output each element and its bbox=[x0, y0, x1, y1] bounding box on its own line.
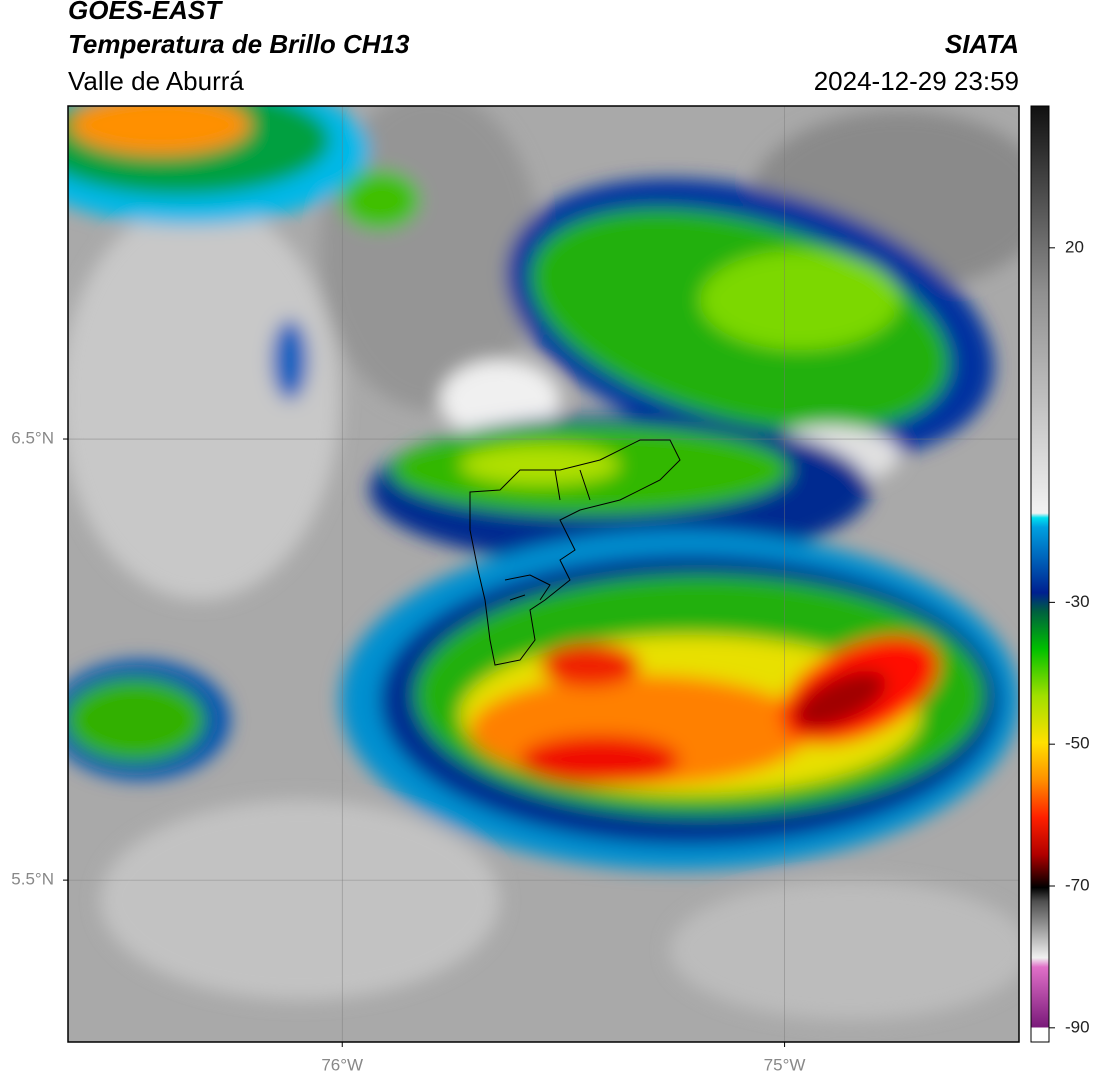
valley-outline bbox=[469, 439, 681, 666]
region: Valle de Aburrá bbox=[68, 66, 244, 96]
colorbar-tick-label: 20 bbox=[1065, 237, 1084, 256]
datetime: 2024-12-29 23:59 bbox=[814, 66, 1019, 96]
colorbar-tick-label: -50 bbox=[1065, 734, 1090, 753]
y-tick-label: 5.5°N bbox=[11, 870, 54, 889]
y-tick-label: 6.5°N bbox=[11, 429, 54, 448]
header: GOES-EAST Temperatura de Brillo CH13 Val… bbox=[68, 0, 1019, 96]
title: GOES-EAST bbox=[68, 0, 223, 25]
x-tick-label: 75°W bbox=[764, 1055, 806, 1074]
colorbar-tick-label: -70 bbox=[1065, 875, 1090, 894]
grid bbox=[68, 106, 1019, 1042]
x-tick-label: 76°W bbox=[321, 1055, 363, 1074]
colorbar-tick-label: -30 bbox=[1065, 592, 1090, 611]
map-frame bbox=[67, 105, 1020, 1043]
satellite-image bbox=[68, 106, 1019, 1042]
subtitle: Temperatura de Brillo CH13 bbox=[68, 29, 410, 59]
source: SIATA bbox=[945, 29, 1019, 59]
colorbar bbox=[1030, 105, 1050, 1043]
colorbar-tick-label: -90 bbox=[1065, 1017, 1090, 1036]
